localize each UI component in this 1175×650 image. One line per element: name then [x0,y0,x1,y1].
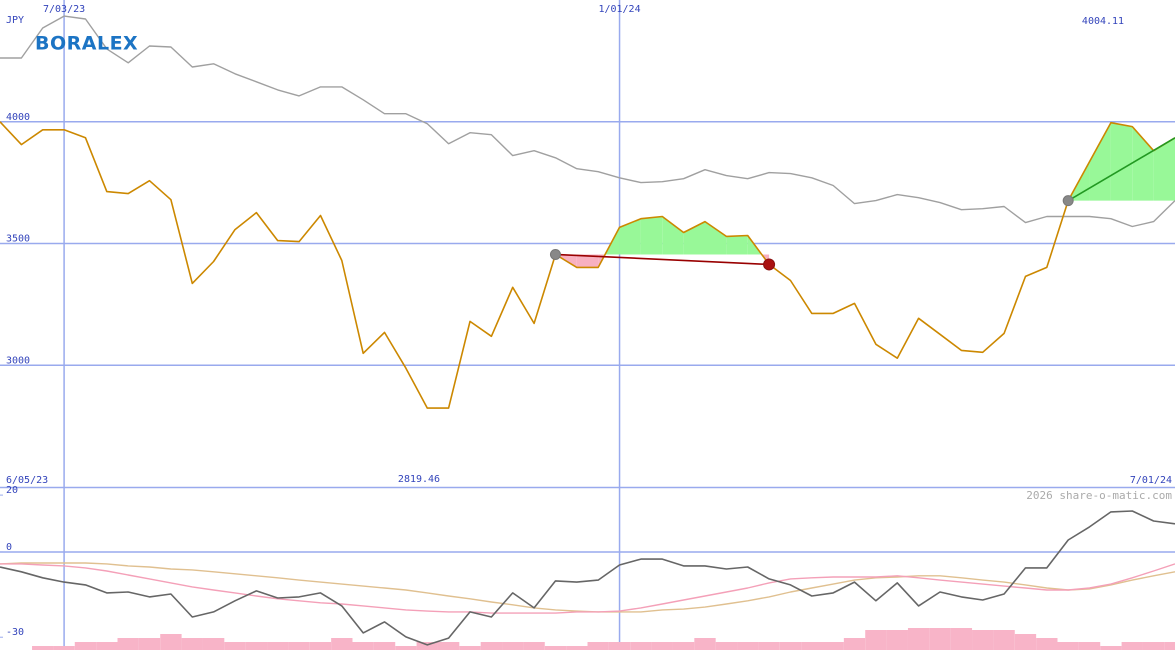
volume-bar [715,642,738,650]
volume-bar [1142,642,1165,650]
volume-bar [53,646,75,650]
low-annotation: 2819.46 [398,474,440,485]
volume-bar [502,642,524,650]
series-line [0,510,1175,646]
series-line [0,121,1175,409]
volume-bar [929,628,951,650]
volume-bar [32,646,54,650]
x-tick-label: 7/01/24 [1130,475,1172,486]
x-tick-label: 1/01/24 [598,4,640,15]
entry-marker [549,248,561,260]
volume-bar [523,642,545,650]
volume-bar [801,642,823,650]
volume-bar [950,628,973,650]
trade-line [555,253,770,266]
volume-bar [651,642,673,650]
volume-bar [608,642,631,650]
gain-fill [1089,122,1111,201]
volume-bar [779,642,802,650]
volume-bar [267,642,289,650]
volume-bar [309,642,332,650]
volume-bar [1121,642,1143,650]
y-tick-label: 3000 [6,355,30,366]
exit-marker [763,258,776,271]
volume-bar [373,642,396,650]
volume-bar [886,630,908,650]
volume-bar [1164,642,1175,650]
volume-bar [160,634,182,650]
series-line [0,15,1175,228]
volume-bar [459,646,481,650]
volume-bar [1078,642,1101,650]
high-annotation: 4004.11 [1082,16,1124,27]
volume-bar [1100,646,1122,650]
gain-fill [705,221,727,255]
volume-bar [245,642,268,650]
volume-bar [758,642,780,650]
gain-fill [726,235,748,255]
volume-bar [138,638,161,650]
series-line [0,563,1175,614]
y-tick-label: 4000 [6,112,30,123]
volume-bar [1057,642,1079,650]
volume-bar [331,638,353,650]
volume-bar [993,630,1015,650]
volume-bar [74,642,97,650]
volume-bar [96,642,118,650]
volume-bar [416,642,438,650]
y-tick-label: 20 [6,485,18,496]
volume-bar [630,642,652,650]
logo: BORALEX [35,33,138,55]
volume-bar [907,628,930,650]
gain-fill [662,216,684,255]
volume-bar [480,642,503,650]
volume-bar [117,638,139,650]
volume-bar [843,638,866,650]
watermark: 2026 share-o-matic.com [1026,489,1172,502]
loss-fill [576,254,599,268]
volume-bar [737,642,759,650]
volume-bar [181,638,203,650]
volume-bar [395,646,417,650]
gain-fill [640,216,663,255]
gain-fill [1153,137,1175,201]
text-layer: JPY BORALEX 4004.11 2819.46 2026 share-o… [6,4,1172,638]
entry-marker [1062,195,1074,207]
volume-bar [587,642,609,650]
volume-bar [288,642,310,650]
trade-line [1067,137,1175,202]
volume-bar [1036,638,1058,650]
marks-layer [0,15,1175,650]
y-tick-label: 3500 [6,234,30,245]
volume-bar [437,642,460,650]
x-tick-label: 7/03/23 [43,4,85,15]
volume-bar [566,646,588,650]
volume-bar [202,638,225,650]
x-tick-label: 6/05/23 [6,475,48,486]
gain-fill [1110,122,1133,201]
series-line [0,562,1175,613]
gain-fill [619,218,641,255]
volume-bar [544,646,567,650]
volume-bar [672,642,695,650]
volume-bar [1014,634,1037,650]
volume-bar [694,638,716,650]
y-tick-label: -30 [6,627,24,638]
volume-bar [822,642,844,650]
y-tick-label: 0 [6,542,12,553]
volume-bar [352,642,374,650]
volume-bar [224,642,246,650]
volume-bar [865,630,887,650]
volume-bar [972,630,994,650]
y-axis-label: JPY [6,15,24,26]
